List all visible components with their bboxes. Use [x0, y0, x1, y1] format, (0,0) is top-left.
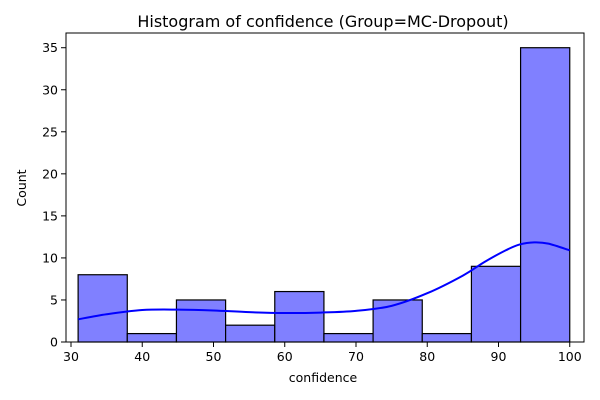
histogram-bar: [126, 332, 178, 343]
histogram-bar: [77, 274, 128, 343]
x-tick-label: 30: [63, 349, 79, 364]
kde-curve: [77, 241, 571, 321]
y-tick-label: 0: [50, 335, 58, 350]
y-tick-label: 15: [42, 208, 58, 223]
y-tick-label: 25: [42, 124, 58, 139]
x-axis-ticks: 30 40 50 60 70 80 90 100: [63, 342, 582, 364]
histogram-bar: [519, 47, 571, 343]
histogram-bar: [372, 299, 423, 343]
x-tick-label: 40: [134, 349, 150, 364]
x-tick-label: 60: [277, 349, 293, 364]
bars-group: [77, 47, 571, 343]
histogram-bar: [175, 299, 227, 343]
histogram-bar: [470, 265, 522, 343]
y-tick-label: 5: [50, 292, 58, 307]
y-tick-label: 35: [42, 40, 58, 55]
chart-title: Histogram of confidence (Group=MC-Dropou…: [137, 12, 508, 31]
y-tick-label: 10: [42, 250, 58, 265]
y-tick-label: 30: [42, 82, 58, 97]
y-axis-label: Count: [14, 169, 29, 206]
x-tick-label: 50: [206, 349, 222, 364]
plot-frame: [65, 32, 585, 343]
histogram-bar: [323, 332, 374, 343]
y-tick-label: 20: [42, 166, 58, 181]
y-axis-ticks: 0 5 10 15 20 25 30 35: [42, 40, 66, 350]
histogram-bar: [274, 290, 325, 343]
x-tick-label: 70: [348, 349, 364, 364]
x-tick-label: 80: [419, 349, 435, 364]
histogram-bar: [421, 332, 473, 343]
x-axis-label: confidence: [289, 370, 358, 385]
histogram-bar: [225, 324, 276, 343]
x-tick-label: 90: [491, 349, 507, 364]
x-tick-label: 100: [558, 349, 582, 364]
